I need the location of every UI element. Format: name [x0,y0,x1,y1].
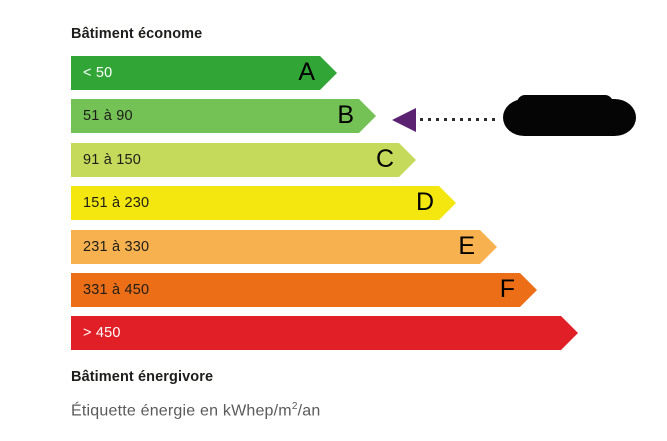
energy-class-bar-d: 151 à 230 D [71,186,456,221]
bar-arrow-tip [520,273,537,307]
bar-class-letter: A [298,58,315,86]
bottom-caption: Bâtiment énergivore [71,369,214,385]
bar-range-label: 331 à 450 [83,282,150,298]
bar-body [71,273,520,307]
bar-arrow-tip [399,142,416,177]
bar-range-label: 231 à 330 [83,238,150,255]
energy-class-bar-g: > 450 [71,316,578,351]
bar-body [71,99,359,134]
bar-range-label: > 450 [83,325,121,342]
energy-class-bar-c: 91 à 150 C [71,142,416,177]
unit-label: Étiquette énergie en kWhep/m2/an [71,401,320,420]
energy-class-bar-f: 331 à 450 F [71,273,537,307]
bar-arrow-tip [561,316,578,351]
bar-arrow-tip [439,186,456,221]
top-caption: Bâtiment économe [71,26,203,42]
energy-class-bar-a: < 50 A [71,56,337,90]
pointer-dotted-leader [420,118,495,121]
redacted-value-blob [503,95,636,136]
bar-body [71,229,480,264]
bar-class-letter: C [375,144,394,173]
bar-body [71,56,320,90]
bar-body [71,186,439,221]
bar-class-letter: F [499,275,515,303]
bar-body [71,142,399,177]
bar-arrow-tip [480,229,497,264]
unit-superscript: 2 [291,401,298,412]
bar-range-label: < 50 [83,65,113,81]
bar-body [71,316,561,351]
bar-arrow-tip [359,99,376,134]
bar-class-letter: B [337,101,354,130]
energy-class-bar-e: 231 à 330 E [71,229,497,264]
bar-class-letter: E [458,231,475,260]
bar-range-label: 91 à 150 [83,151,142,168]
bar-range-label: 51 à 90 [83,108,133,125]
bar-arrow-tip [320,56,337,90]
energy-class-bar-b: 51 à 90 B [71,99,376,134]
unit-suffix: /an [297,402,321,420]
bar-range-label: 151 à 230 [83,195,150,212]
class-pointer-triangle-icon [392,108,416,132]
unit-prefix: Étiquette énergie en kWhep/m [71,402,292,420]
bar-class-letter: D [415,188,434,217]
